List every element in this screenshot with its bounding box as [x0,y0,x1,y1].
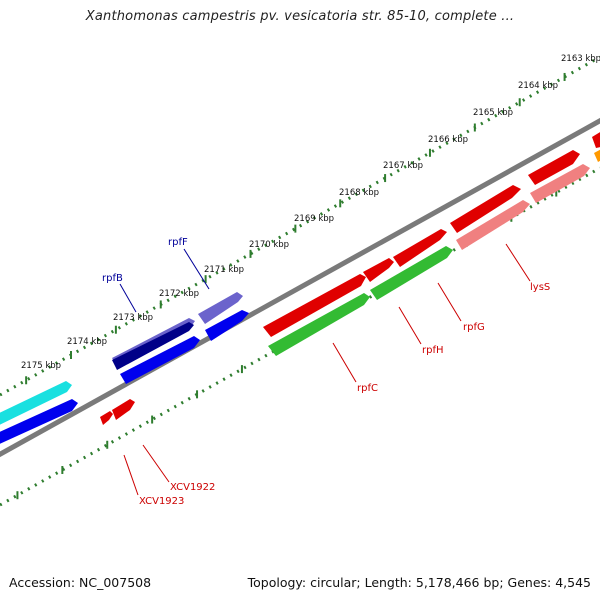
major-ticks [16,72,566,500]
label-xcv1923[interactable]: XCV1923 [139,496,184,507]
gene-arrow-lyss[interactable] [530,164,590,203]
gene-arrow-rpff[interactable] [198,292,243,324]
label-rpfb[interactable]: rpfB [102,273,123,284]
ruler-label-2165: 2165 kbp [473,108,513,118]
genome-summary: Topology: circular; Length: 5,178,466 bp… [247,575,591,590]
gene-arrow-top-3[interactable] [393,229,447,267]
gene-arrow-cyan[interactable] [0,381,72,427]
gene-arrow-right-edge[interactable] [592,129,600,148]
gene-arrow-rpfg-pink[interactable] [456,200,530,250]
ruler-label-2172: 2172 kbp [159,289,199,299]
gene-arrow-rpfc[interactable] [268,293,370,356]
leader-rpfh [398,306,422,345]
gene-labels: rpfF rpfB rpfC rpfH rpfG lysS XCV1922 XC… [102,237,550,507]
gene-arrow-navy[interactable] [112,322,194,370]
ruler-label-2168: 2168 kbp [339,188,379,198]
outer-ruler-line [0,55,600,397]
ruler-label-2167: 2167 kbp [383,161,423,171]
gene-arrow-lyss-top[interactable] [528,150,580,185]
label-rpfc[interactable]: rpfC [357,383,378,394]
gene-arrow-blue-1[interactable] [205,310,249,341]
gene-arrow-rpfh[interactable] [370,246,453,300]
ruler-label-2170: 2170 kbp [249,240,289,250]
leader-rpfc [332,342,357,383]
ruler-label-2166: 2166 kbp [428,135,468,145]
label-rpff[interactable]: rpfF [168,237,188,248]
label-lyss[interactable]: lysS [530,282,550,293]
gene-arrows [0,129,600,427]
ruler-label-2175: 2175 kbp [21,361,61,371]
gene-arrow-top-4[interactable] [363,258,394,282]
label-xcv1922[interactable]: XCV1922 [170,482,215,493]
label-rpfh[interactable]: rpfH [422,345,444,356]
leader-xcv1922 [142,444,170,483]
ruler-label-2171: 2171 kbp [204,265,244,275]
ruler-label-2174: 2174 kbp [67,337,107,347]
gene-arrow-blue-2[interactable] [120,336,200,384]
ruler-label-2169: 2169 kbp [294,214,334,224]
leader-lines [119,243,531,496]
label-rpfg[interactable]: rpfG [463,322,485,333]
ruler-label-2163: 2163 kbp [561,54,600,64]
gene-arrow-rpfc-top[interactable] [263,274,366,337]
gene-arrow-orange-edge[interactable] [594,147,600,162]
gene-arrow-top-2[interactable] [450,185,521,233]
genome-backbone [0,117,600,458]
ruler-labels: 2163 kbp 2164 kbp 2165 kbp 2166 kbp 2167… [21,54,600,371]
reverse-gene-arrows [0,147,600,446]
gene-arrow-xcv1923[interactable] [100,411,113,425]
accession-label: Accession: NC_007508 [9,575,152,590]
leader-rpff [183,248,210,290]
ruler-label-2173: 2173 kbp [113,313,153,323]
gene-arrow-blue-3[interactable] [0,399,78,446]
leader-rpfb [119,283,137,313]
leader-rpfg [437,282,462,322]
leader-xcv1923 [123,454,139,496]
gene-arrow-xcv1922[interactable] [112,399,135,420]
map-title: Xanthomonas campestris pv. vesicatoria s… [85,9,515,24]
leader-lyss [505,243,531,282]
ruler-label-2164: 2164 kbp [518,81,558,91]
